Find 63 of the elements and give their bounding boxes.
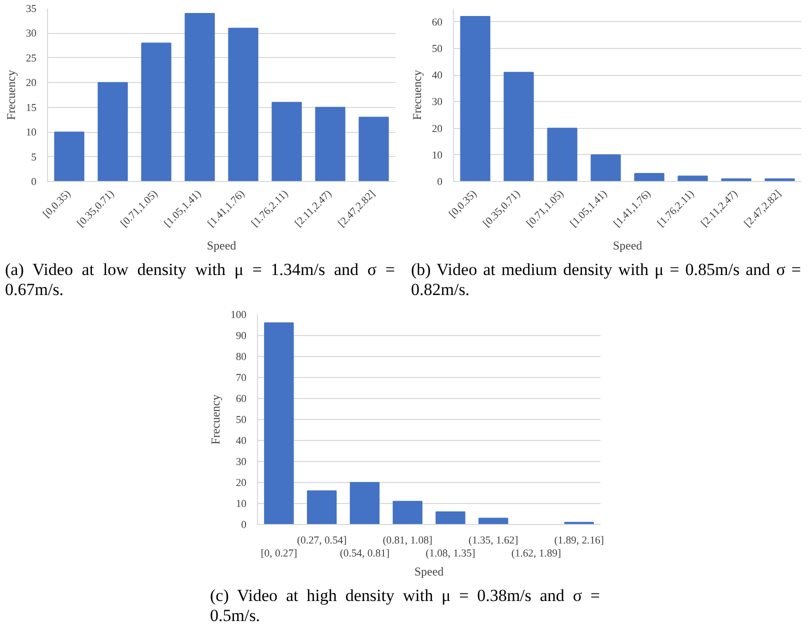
bar (98, 82, 128, 182)
bar (350, 482, 380, 524)
y-tick-label: 15 (26, 102, 36, 114)
y-tick-label: 20 (26, 78, 36, 90)
y-tick-label: 10 (432, 150, 442, 162)
y-tick-label: 25 (26, 53, 36, 64)
text: (a) Video at low density with μ = 1.34m/s and σ = 0.67m/s. (5, 260, 395, 301)
x-tick-label: (1.35, 1.62] (468, 535, 518, 546)
y-tick-label: 20 (236, 478, 246, 489)
x-axis-title: Speed (414, 564, 444, 578)
y-tick-label: 70 (236, 372, 246, 384)
bar (590, 154, 621, 182)
bar (392, 500, 422, 524)
y-tick-label: 0 (241, 520, 246, 531)
y-tick-label: 40 (432, 70, 442, 82)
x-tick-label: (1.89, 2.16] (554, 535, 604, 546)
y-tick-label: 30 (26, 28, 36, 40)
y-tick-label: 50 (432, 44, 442, 55)
bar (504, 72, 534, 182)
bar (436, 511, 466, 524)
y-axis-title: Frecuency (410, 70, 424, 120)
bar (478, 517, 508, 524)
bar (306, 490, 337, 524)
bar (358, 116, 389, 182)
y-tick-label: 30 (432, 97, 442, 108)
y-tick-label: 20 (432, 124, 442, 135)
bar (228, 28, 258, 182)
bar (54, 132, 84, 182)
y-tick-label: 0 (31, 177, 36, 188)
bar (634, 173, 664, 182)
y-axis-title: Frecuency (4, 70, 18, 120)
x-tick-label: [0, 0.27] (260, 548, 298, 560)
x-axis-title: Speed (612, 238, 642, 253)
text: (c) Video at high density with μ = 0.38m/s and σ = 0.5m/s. (210, 586, 600, 627)
bar (272, 102, 302, 182)
y-tick-label: 60 (432, 17, 442, 28)
y-tick-label: 5 (31, 152, 36, 164)
x-axis-title: Speed (206, 238, 236, 253)
text: (b) Video at medium density with μ = 0.85m/s and σ = 0.82m/s. (411, 260, 801, 301)
bar (141, 42, 172, 182)
bar (184, 12, 215, 182)
x-tick-label: (1.08, 1.35] (426, 548, 476, 560)
x-tick-label: (0.81, 1.08] (382, 535, 432, 546)
bar (547, 128, 578, 182)
y-tick-label: 50 (236, 414, 246, 426)
y-tick-label: 80 (236, 352, 246, 363)
bar (264, 322, 294, 524)
y-tick-label: 10 (26, 128, 36, 139)
y-tick-label: 35 (26, 4, 36, 15)
bar (315, 106, 346, 182)
x-tick-label: (0.27, 0.54] (296, 535, 347, 546)
y-axis-title: Frecuency (208, 394, 223, 444)
bar (678, 176, 708, 182)
y-tick-label: 100 (230, 310, 246, 321)
y-tick-label: 60 (236, 394, 246, 405)
y-tick-label: 90 (236, 330, 246, 342)
y-tick-label: 10 (236, 498, 246, 510)
x-tick-label: (1.62, 1.89] (511, 548, 562, 560)
y-tick-label: 40 (236, 436, 246, 447)
x-tick-label: (0.54, 0.81] (340, 548, 390, 560)
bar (460, 16, 490, 182)
y-tick-label: 0 (437, 177, 442, 188)
y-tick-label: 30 (236, 456, 246, 468)
